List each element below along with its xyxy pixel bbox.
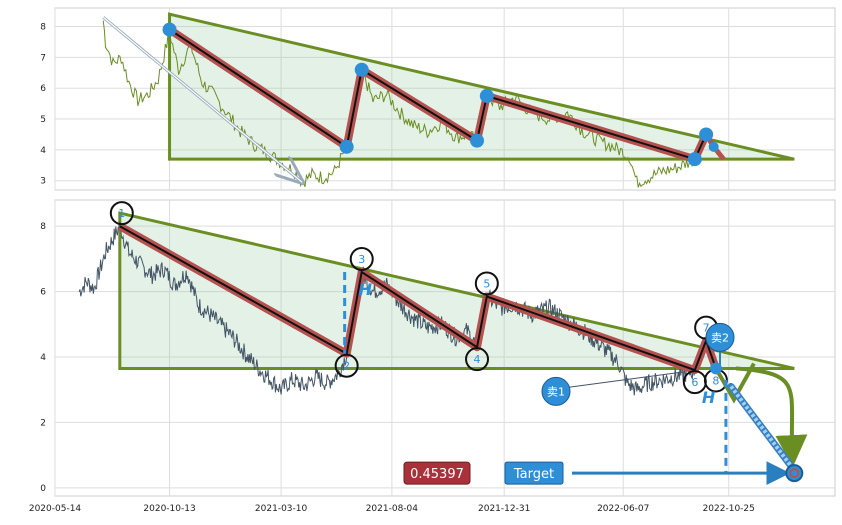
bottom-triangle	[118, 211, 795, 370]
bottom-y-tick-label: 4	[40, 353, 46, 363]
bottom-y-tick-label: 6	[40, 288, 46, 298]
top-y-tick-label: 5	[40, 115, 46, 125]
h-marker-label-2: H	[702, 388, 716, 407]
bottom-point-8-dot	[709, 362, 722, 375]
wave-point-marker	[109, 201, 134, 226]
wave-point-label: 4	[474, 353, 481, 366]
target-value-box	[403, 461, 471, 485]
sell-1-label: 卖1	[547, 385, 565, 398]
top-wave-point	[339, 139, 354, 154]
top-wave-point	[687, 152, 702, 167]
top-triangle	[168, 12, 795, 161]
target-label: Target	[513, 467, 554, 482]
h-marker-label: H	[359, 280, 373, 299]
top-y-tick-label: 8	[40, 23, 46, 33]
wave-point-label: 3	[358, 253, 365, 266]
wave-point-label: 5	[483, 277, 490, 290]
target-point	[785, 464, 804, 483]
wave-point-label: 1	[118, 207, 125, 220]
projection-zigzag	[714, 362, 756, 404]
top-wave-point	[479, 88, 494, 103]
wave-point-label: 7	[703, 322, 710, 335]
x-tick-label: 2020-05-14	[29, 504, 82, 514]
top-diagonal-arrow-core	[102, 16, 303, 183]
x-tick-label: 2021-08-04	[366, 504, 419, 514]
top-wave-point	[708, 141, 719, 152]
sell-2-label: 卖2	[711, 331, 729, 344]
top-y-tick-label: 6	[40, 84, 46, 94]
wave-point-marker	[465, 347, 490, 372]
top-wave-point	[354, 62, 369, 77]
top-price-line	[102, 20, 696, 188]
bottom-y-tick-label: 0	[40, 484, 46, 494]
sell-2-marker	[705, 322, 735, 352]
x-tick-label: 2021-03-10	[255, 504, 308, 514]
wave-point-marker	[334, 353, 359, 378]
descend-arrow-inner	[729, 385, 792, 467]
top-y-tick-label: 4	[40, 146, 46, 156]
bottom-y-tick-label: 2	[40, 418, 46, 428]
top-wave-point	[470, 133, 485, 148]
sell-1-leader	[567, 371, 685, 388]
x-tick-label: 2021-12-31	[478, 504, 530, 514]
wave-point-label: 2	[343, 360, 350, 373]
bottom-y-tick-label: 8	[40, 222, 46, 232]
wave-point-label: 6	[691, 376, 698, 389]
target-point-inner	[789, 468, 800, 479]
x-tick-label: 2022-06-07	[597, 504, 649, 514]
wave-point-marker	[349, 246, 374, 271]
top-wave-point	[699, 127, 714, 142]
wave-point-marker	[474, 271, 499, 296]
top-wave-point	[162, 22, 177, 37]
wave-point-label: 8	[712, 374, 719, 387]
x-tick-label: 2022-10-25	[703, 504, 755, 514]
top-y-tick-label: 7	[40, 53, 46, 63]
target-value: 0.45397	[410, 467, 464, 482]
target-label-box	[504, 461, 564, 485]
top-y-tick-label: 3	[40, 177, 46, 187]
projection-curve-arrow	[735, 366, 808, 468]
sell-1-marker	[541, 376, 571, 406]
bottom-wave-inner	[119, 225, 717, 372]
x-tick-label: 2020-10-13	[143, 504, 195, 514]
